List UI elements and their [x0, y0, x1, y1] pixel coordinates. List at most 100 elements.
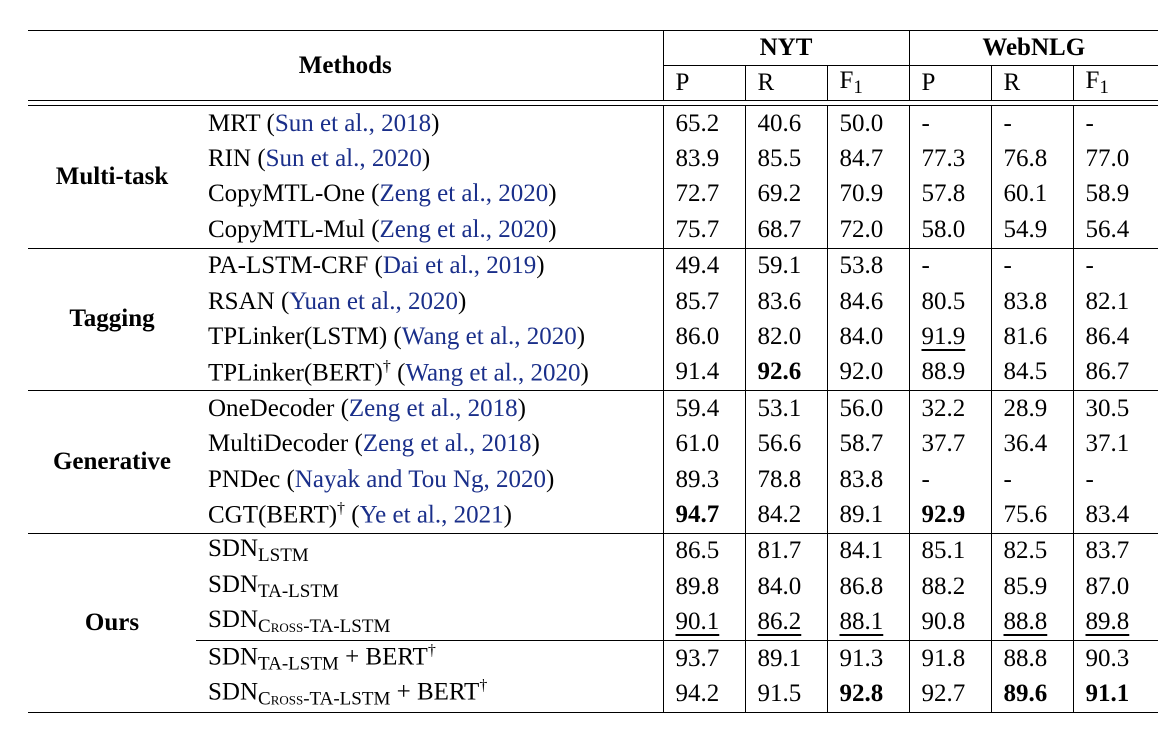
score-value: 80.5: [921, 287, 966, 315]
score-value: 92.9: [921, 500, 966, 528]
score-value: 59.4: [675, 394, 720, 422]
score-cell: 54.9: [990, 212, 1073, 249]
score-value: 72.0: [839, 215, 884, 243]
citation-year: 2018: [381, 109, 432, 137]
group-label: Multi-task: [55, 162, 169, 190]
score-value: 89.6: [1003, 679, 1048, 707]
score-value: 83.8: [1003, 287, 1048, 315]
nyt-r-header: R: [744, 65, 827, 101]
score-value: 86.4: [1085, 323, 1130, 351]
score-value: 57.8: [921, 180, 966, 208]
table-row: RIN (Sun et al., 2020) 83.9 85.5 84.7 77.3 76…: [28, 141, 1158, 177]
score-cell: 89.6: [990, 676, 1073, 713]
score-value: 70.9: [839, 180, 884, 208]
method-name: SDNTA-LSTM: [196, 569, 663, 604]
method-label: RIN: [208, 145, 252, 173]
score-value: 40.6: [757, 109, 802, 137]
score-cell: 94.7: [662, 497, 745, 534]
score-value: 89.3: [675, 465, 720, 493]
score-value: 84.0: [839, 323, 884, 351]
score-cell: 94.2: [662, 676, 745, 713]
score-value: 50.0: [839, 109, 884, 137]
score-cell: 60.1: [990, 176, 1073, 213]
method-label: SDN: [208, 606, 259, 634]
score-value: 86.7: [1085, 358, 1130, 386]
score-cell: 88.8: [990, 639, 1073, 677]
score-cell: 77.0: [1072, 141, 1158, 177]
score-value: 77.3: [921, 145, 966, 173]
table-row: SDNCross-TA-LSTM 90.1 86.2 88.1 90.8 88.8 89.8: [28, 604, 1158, 641]
score-value: 82.5: [1003, 537, 1048, 565]
score-value: 87.0: [1085, 572, 1130, 600]
group-label: Tagging: [28, 247, 196, 391]
score-cell: 86.8: [826, 569, 909, 605]
score-cell: 40.6: [744, 105, 827, 142]
citation-author: Dai et al.: [382, 252, 474, 280]
dagger-mark: †: [427, 641, 436, 659]
score-cell: 56.0: [826, 390, 909, 427]
webnlg-r-header: R: [990, 65, 1073, 101]
method-label: RSAN: [208, 287, 275, 315]
score-cell: 83.8: [826, 461, 909, 498]
score-cell: 84.0: [826, 319, 909, 355]
table-row: SDNTA-LSTM + BERT† 93.7 89.1 91.3 91.8 88.8 90…: [28, 639, 1158, 677]
score-value: -: [921, 465, 930, 493]
score-cell: 50.0: [826, 105, 909, 142]
score-value: 32.2: [921, 394, 966, 422]
score-value: 28.9: [1003, 394, 1048, 422]
score-value: 83.9: [675, 145, 720, 173]
score-value: 83.4: [1085, 500, 1130, 528]
score-value: 84.7: [839, 145, 884, 173]
score-cell: 84.7: [826, 141, 909, 177]
group-label: Ours: [28, 532, 196, 713]
score-value: 58.7: [839, 430, 884, 458]
score-cell: 86.7: [1072, 354, 1158, 391]
score-cell: 92.9: [908, 497, 991, 534]
citation-year: 2020: [526, 323, 577, 351]
method-name: CopyMTL-Mul (Zeng et al., 2020): [208, 215, 557, 243]
score-value: 53.1: [757, 394, 802, 422]
table-row: Multi-task MRT (Sun et al., 2018) 65.2 40.6…: [28, 105, 1158, 190]
score-cell: 58.0: [908, 212, 991, 249]
citation-author: Sun et al.: [274, 109, 369, 137]
score-value: 49.4: [675, 252, 720, 280]
score-value: 88.2: [921, 572, 966, 600]
score-cell: 69.2: [744, 176, 827, 213]
citation-author: Wang et al.: [405, 359, 518, 387]
score-cell: 30.5: [1072, 390, 1158, 427]
score-value: -: [921, 252, 930, 280]
score-value: 90.8: [921, 608, 966, 636]
score-cell: 58.9: [1072, 176, 1158, 213]
table-row: TPLinker(BERT)† (Wang et al., 2020) 91.4 9…: [28, 354, 1158, 391]
nyt-p-header: P: [662, 65, 745, 101]
score-value: -: [1085, 252, 1094, 280]
score-cell: 86.0: [662, 319, 745, 355]
webnlg-f1-header: F1: [1072, 65, 1158, 101]
score-value: 88.9: [921, 358, 966, 386]
score-cell: 65.2: [662, 105, 745, 142]
score-value: -: [1003, 109, 1012, 137]
score-value: 75.6: [1003, 500, 1048, 528]
score-value: 56.0: [839, 394, 884, 422]
score-value: 88.8: [1003, 608, 1048, 636]
score-cell: 93.7: [662, 639, 745, 677]
score-cell: 75.6: [990, 497, 1073, 534]
citation-year: 2021: [453, 501, 504, 529]
nyt-f1-header: F1: [826, 65, 909, 101]
dagger-mark: †: [337, 500, 346, 518]
score-value: 65.2: [675, 109, 720, 137]
score-value: 92.6: [757, 358, 802, 386]
score-cell: -: [990, 247, 1073, 284]
score-value: 81.6: [1003, 323, 1048, 351]
score-cell: 58.7: [826, 426, 909, 462]
score-value: 59.1: [757, 252, 802, 280]
score-value: 78.8: [757, 465, 802, 493]
table-row: MultiDecoder (Zeng et al., 2018) 61.0 56.6…: [28, 426, 1158, 462]
score-value: 56.4: [1085, 215, 1130, 243]
method-subscript: Cross-TA-LSTM: [258, 688, 391, 710]
score-cell: 88.1: [826, 604, 909, 641]
score-cell: 92.6: [744, 354, 827, 391]
citation-year: 2020: [496, 465, 547, 493]
table-row: CopyMTL-One (Zeng et al., 2020) 72.7 69.2 7…: [28, 176, 1158, 213]
score-cell: 89.8: [1072, 604, 1158, 641]
